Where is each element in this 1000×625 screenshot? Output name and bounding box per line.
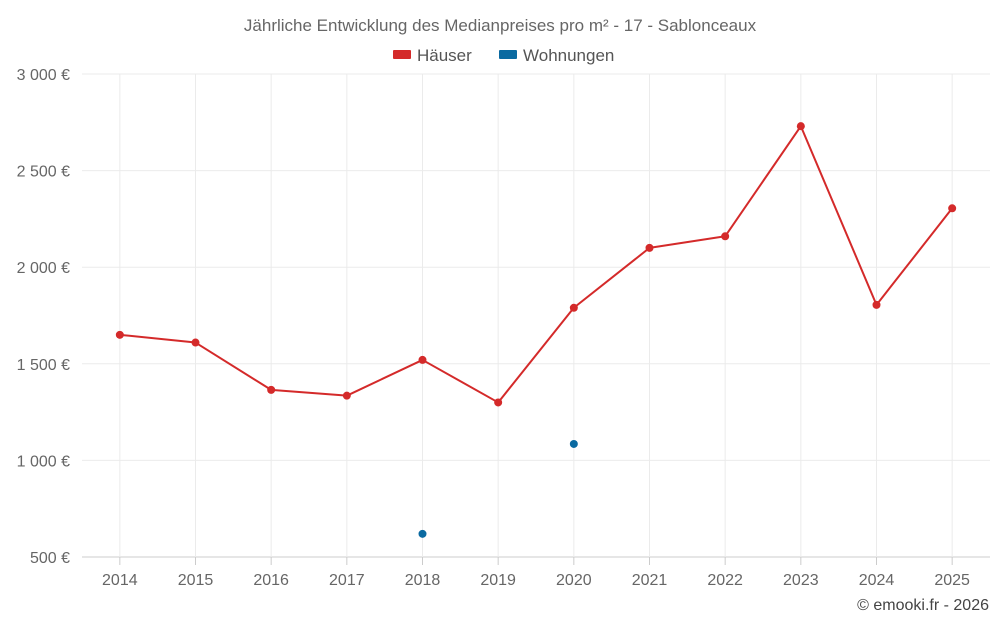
y-tick-label: 3 000 € (17, 67, 70, 84)
haeuser-point-2015 (191, 338, 200, 347)
x-tick-label: 2018 (405, 572, 441, 589)
haeuser-point-2023 (796, 122, 805, 131)
x-tick-label: 2019 (480, 572, 516, 589)
haeuser-point-2021 (645, 243, 654, 252)
x-tick-label: 2023 (783, 572, 819, 589)
y-tick-label: 500 € (30, 550, 70, 567)
y-tick-label: 1 500 € (17, 357, 70, 374)
y-tick-label: 1 000 € (17, 453, 70, 470)
haeuser-point-2018 (418, 355, 427, 364)
haeuser-point-2024 (872, 300, 881, 309)
chart-title: Jährliche Entwicklung des Medianpreises … (244, 16, 757, 35)
haeuser-point-2017 (342, 391, 351, 400)
legend-item-wohnungen-label: Wohnungen (523, 46, 614, 65)
credit-text: © emooki.fr - 2026 (857, 597, 989, 614)
haeuser-point-2014 (115, 330, 124, 339)
legend-item-haeuser-swatch (393, 50, 411, 59)
y-axis: 500 € 1 000 € 1 500 € 2 000 € 2 500 € 3 000 € (17, 67, 70, 567)
wohnungen-point-2020 (569, 439, 578, 448)
legend: Häuser Wohnungen (393, 46, 614, 65)
x-tick-label: 2021 (632, 572, 668, 589)
x-axis: 2014 2015 2016 2017 2018 2019 2020 2021 2022 2023… (102, 557, 970, 589)
x-tick-label: 2017 (329, 572, 365, 589)
series-line-haeuser (119, 125, 953, 404)
haeuser-point-2016 (267, 385, 276, 394)
y-tick-label: 2 500 € (17, 164, 70, 181)
x-tick-label: 2015 (178, 572, 214, 589)
x-tick-label: 2016 (253, 572, 289, 589)
x-tick-label: 2024 (859, 572, 895, 589)
x-tick-label: 2022 (707, 572, 743, 589)
y-tick-label: 2 000 € (17, 260, 70, 277)
haeuser-point-2020 (569, 303, 578, 312)
legend-item-wohnungen-swatch (499, 50, 517, 59)
haeuser-point-2022 (721, 232, 730, 241)
wohnungen-point-2018 (418, 529, 427, 538)
legend-item-haeuser-label: Häuser (417, 46, 472, 65)
haeuser-point-2025 (948, 204, 957, 213)
x-tick-label: 2014 (102, 572, 138, 589)
x-tick-label: 2020 (556, 572, 592, 589)
grid (82, 73, 990, 558)
series-group (115, 122, 957, 538)
x-tick-label: 2025 (934, 572, 970, 589)
haeuser-point-2019 (494, 398, 503, 407)
